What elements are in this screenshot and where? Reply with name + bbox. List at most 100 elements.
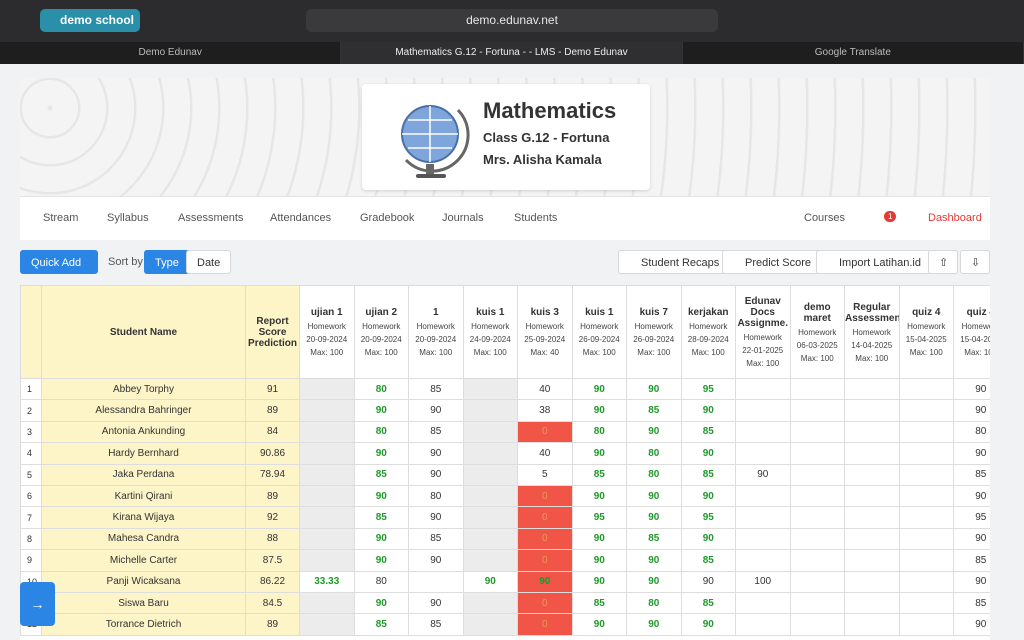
score-cell (299, 484, 355, 508)
row-number: 5 (20, 463, 42, 486)
score-cell: 90 (353, 591, 409, 615)
dashboard-link[interactable]: Dashboard (928, 212, 982, 224)
score-cell (299, 527, 355, 551)
student-row: 2 Alessandra Bahringer 89 90 90 38 90 85 90 90 (20, 399, 990, 422)
score-prediction: 84.5 (245, 591, 300, 615)
assessment-date: 20-09-2024 (360, 335, 402, 344)
score-cell (898, 613, 954, 636)
tab[interactable]: Demo Edunav (0, 42, 342, 64)
score-prediction: 84 (245, 420, 300, 444)
assessment-header: kuis 3 Homework 25-09-2024 Max: 40 (517, 285, 573, 379)
workspace[interactable]: demo school (40, 9, 140, 32)
globe-icon (401, 105, 470, 178)
score-cell: 85 (680, 463, 736, 486)
score-cell (789, 506, 845, 529)
assessment-type: Homework (689, 322, 728, 331)
score-cell: 85 (626, 527, 682, 551)
student-row: 5 Jaka Perdana 78.94 85 90 5 85 80 85 90 85 (20, 463, 990, 486)
assessment-max: Max: 100 (473, 348, 507, 357)
sort-label: Sort by (108, 256, 143, 268)
download-button[interactable]: ⇩ (960, 250, 990, 274)
tab[interactable]: Mathematics G.12 - Fortuna - - LMS - Dem… (341, 42, 683, 64)
assessment-type: Homework (907, 322, 946, 331)
score-cell (898, 549, 954, 572)
notification-badge[interactable]: 1 (884, 211, 897, 222)
assessment-max: Max: 100 (909, 348, 943, 357)
score-cell (462, 442, 518, 465)
assessment-header: Regular Assessmen... Homework 14-04-2025 Ma… (844, 285, 900, 379)
assessment-type: Homework (743, 333, 782, 342)
nav-item[interactable]: Attendances (270, 212, 332, 224)
nav-item[interactable]: Gradebook (360, 212, 415, 224)
action-button[interactable]: Predict Score (722, 250, 823, 274)
score-cell (844, 463, 900, 486)
score-cell: 90 (408, 399, 464, 422)
sort-option[interactable]: Date (186, 250, 232, 274)
upload-button[interactable]: ⇧ (928, 250, 958, 274)
score-cell: 90 (571, 613, 627, 636)
sort-option[interactable]: Type (144, 250, 190, 274)
action-button[interactable]: Student Recaps (618, 250, 731, 274)
score-cell: 90 (408, 442, 464, 465)
assessment-type: Homework (798, 327, 837, 337)
score-cell (462, 613, 518, 636)
score-cell: 90 (626, 549, 682, 572)
score-cell: 90 (626, 377, 682, 401)
score-cell: 90 (462, 570, 518, 593)
score-cell: 95 (680, 506, 736, 529)
student-name: Antonia Ankunding (41, 420, 246, 444)
row-number: 9 (20, 549, 42, 572)
nav-item[interactable]: Students (514, 212, 558, 224)
assessment-date: 25-09-2024 (524, 335, 566, 344)
score-cell (299, 420, 355, 444)
score-cell (789, 484, 845, 508)
score-cell: 85 (680, 420, 736, 444)
nav-item[interactable]: Assessments (178, 212, 244, 224)
score-cell (789, 463, 845, 486)
nav-item[interactable]: Syllabus (107, 212, 149, 224)
nav-item[interactable]: Stream (43, 212, 79, 224)
assessment-header: Edunav Docs Assignme. Homework 22-01-2025 M… (735, 285, 791, 379)
courses-menu[interactable]: Courses (804, 212, 845, 224)
assessment-type: Homework (471, 322, 510, 331)
score-cell: 0 (517, 506, 573, 529)
assessment-name: ujian 1 (310, 307, 343, 318)
score-cell: 90 (626, 484, 682, 508)
score-cell: 40 (517, 377, 573, 401)
student-name: Mahesa Candra (41, 527, 246, 551)
assessment-name: kuis 3 (530, 307, 559, 318)
address-bar[interactable]: demo.edunav.net (306, 9, 718, 32)
assessment-date: 22-01-2025 (742, 346, 784, 355)
action-button[interactable]: Import Latihan.id (816, 250, 932, 274)
assessment-max: Max: 100 (310, 348, 344, 357)
score-cell (789, 420, 845, 444)
assessment-header: quiz 4 Homework 15-04-2025 Max: 100 (898, 285, 954, 379)
score-cell (735, 613, 791, 636)
student-row: 8 Mahesa Candra 88 90 85 0 90 85 90 90 (20, 527, 990, 551)
score-cell: 33.33 (299, 570, 355, 593)
score-cell (898, 527, 954, 551)
header-cell: Report Score Prediction (245, 285, 300, 379)
quick-add-button[interactable]: Quick Add (20, 250, 98, 274)
score-cell: 100 (735, 570, 791, 593)
browser-toolbar: demo school demo.edunav.net (0, 0, 1024, 42)
nav-item[interactable]: Journals (442, 212, 484, 224)
score-cell: 0 (517, 549, 573, 572)
header-cell (20, 285, 42, 379)
tab-bar: Demo Edunav Mathematics G.12 - Fortuna -… (0, 42, 1024, 64)
tab[interactable]: Google Translate (683, 42, 1024, 64)
assessment-date: 14-04-2025 (851, 340, 893, 350)
score-cell (299, 463, 355, 486)
score-cell: 90 (571, 377, 627, 401)
row-number: 3 (20, 420, 42, 444)
student-name: Torrance Dietrich (41, 613, 246, 636)
score-cell: 40 (517, 442, 573, 465)
score-cell (898, 506, 954, 529)
assessment-max: Max: 100 (637, 348, 671, 357)
next-button[interactable]: → (20, 582, 55, 626)
score-cell (299, 591, 355, 615)
score-cell: 95 (571, 506, 627, 529)
assessment-name: quiz 4 (912, 307, 941, 318)
score-prediction: 92 (245, 506, 300, 529)
score-cell (462, 484, 518, 508)
